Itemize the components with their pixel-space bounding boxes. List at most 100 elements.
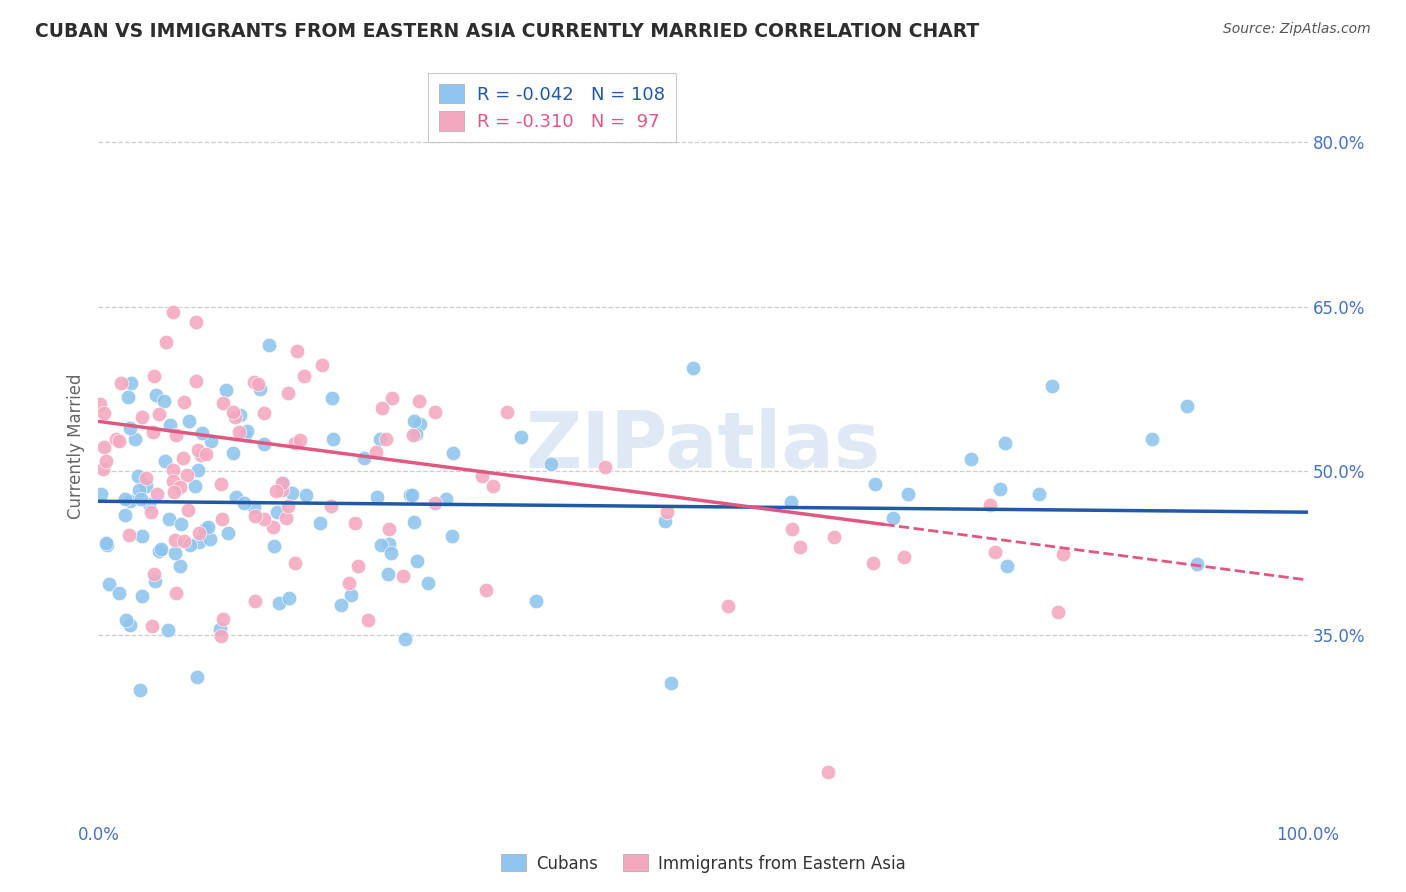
Point — [177, 503, 200, 517]
Point — [267, 596, 290, 610]
Point — [173, 395, 195, 409]
Point — [146, 487, 169, 501]
Point — [434, 491, 457, 506]
Point — [162, 305, 184, 319]
Point — [148, 407, 170, 421]
Text: CUBAN VS IMMIGRANTS FROM EASTERN ASIA CURRENTLY MARRIED CORRELATION CHART: CUBAN VS IMMIGRANTS FROM EASTERN ASIA CU… — [35, 22, 980, 41]
Point — [882, 511, 904, 525]
Point — [162, 474, 184, 488]
Point — [245, 594, 267, 608]
Point — [789, 540, 811, 554]
Point — [253, 512, 276, 526]
Point — [823, 530, 845, 544]
Point — [176, 467, 198, 482]
Point — [93, 461, 115, 475]
Point — [114, 491, 136, 506]
Point — [284, 436, 307, 450]
Point — [93, 406, 115, 420]
Point — [717, 599, 740, 614]
Point — [108, 586, 131, 600]
Point — [319, 499, 342, 513]
Point — [817, 764, 839, 779]
Point — [120, 493, 142, 508]
Point — [169, 559, 191, 574]
Point — [263, 540, 285, 554]
Point — [173, 534, 195, 549]
Point — [337, 575, 360, 590]
Point — [402, 515, 425, 529]
Point — [190, 448, 212, 462]
Point — [93, 440, 115, 454]
Point — [131, 410, 153, 425]
Text: ZIPatlas: ZIPatlas — [526, 408, 880, 484]
Point — [276, 510, 298, 524]
Point — [994, 436, 1017, 450]
Point — [375, 432, 398, 446]
Point — [659, 675, 682, 690]
Point — [155, 334, 177, 349]
Point — [377, 567, 399, 582]
Point — [540, 457, 562, 471]
Point — [378, 522, 401, 536]
Point — [170, 517, 193, 532]
Point — [232, 496, 254, 510]
Point — [245, 509, 267, 524]
Point — [142, 425, 165, 439]
Point — [593, 460, 616, 475]
Point — [157, 512, 180, 526]
Point — [243, 500, 266, 515]
Point — [394, 632, 416, 646]
Point — [380, 546, 402, 560]
Point — [344, 516, 367, 531]
Point — [780, 522, 803, 536]
Point — [115, 613, 138, 627]
Point — [217, 525, 239, 540]
Point — [353, 450, 375, 465]
Point — [187, 463, 209, 477]
Point — [138, 497, 160, 511]
Point — [221, 445, 243, 459]
Point — [330, 598, 353, 612]
Point — [145, 388, 167, 402]
Point — [277, 591, 299, 605]
Point — [1047, 605, 1070, 619]
Point — [198, 532, 221, 546]
Point — [425, 496, 447, 510]
Point — [165, 533, 187, 547]
Point — [897, 487, 920, 501]
Point — [187, 442, 209, 457]
Point — [340, 588, 363, 602]
Point — [184, 479, 207, 493]
Point — [404, 414, 426, 428]
Point — [475, 583, 498, 598]
Point — [264, 484, 287, 499]
Point — [155, 454, 177, 468]
Point — [366, 490, 388, 504]
Point — [209, 629, 232, 643]
Point — [90, 487, 112, 501]
Point — [110, 376, 132, 390]
Point — [1185, 557, 1208, 571]
Point — [200, 434, 222, 448]
Point — [187, 534, 209, 549]
Point — [960, 452, 983, 467]
Point — [94, 536, 117, 550]
Point — [194, 522, 217, 536]
Point — [997, 558, 1019, 573]
Point — [1140, 432, 1163, 446]
Point — [481, 479, 503, 493]
Point — [107, 434, 129, 449]
Point — [179, 538, 201, 552]
Point — [409, 417, 432, 431]
Point — [228, 408, 250, 422]
Point — [893, 550, 915, 565]
Point — [163, 484, 186, 499]
Y-axis label: Currently Married: Currently Married — [67, 373, 86, 519]
Point — [416, 576, 439, 591]
Point — [311, 358, 333, 372]
Point — [209, 477, 232, 491]
Point — [162, 463, 184, 477]
Point — [253, 406, 276, 420]
Point — [321, 391, 343, 405]
Point — [524, 593, 547, 607]
